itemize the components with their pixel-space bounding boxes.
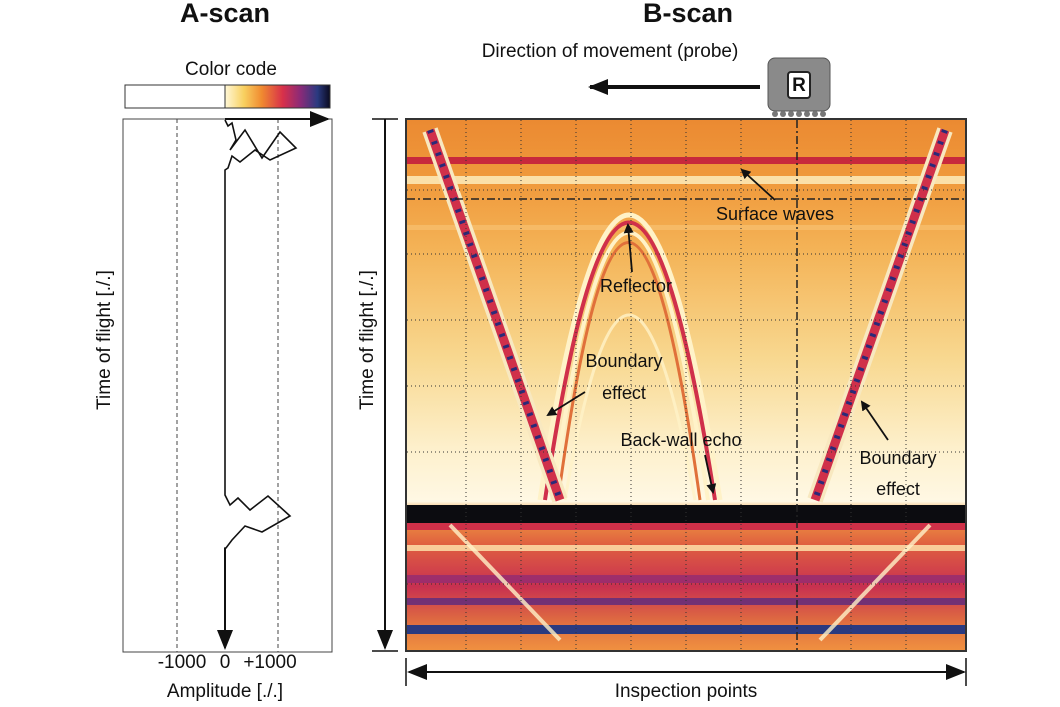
direction-label: Direction of movement (probe) [482, 41, 739, 62]
color-bar-blank [124, 84, 226, 109]
annotation: effect [876, 479, 920, 499]
a-scan-frame [122, 118, 333, 653]
annotation: Back-wall echo [620, 430, 741, 450]
annotation: Boundary [585, 351, 662, 371]
probe-label: R [792, 75, 806, 96]
x-axis-label: Inspection points [615, 681, 758, 702]
x-axis-label: Amplitude [./.] [167, 681, 283, 702]
annotation-arrow [546, 391, 586, 417]
annotation-arrow [860, 400, 889, 441]
a-scan-title: A-scan [180, 0, 270, 28]
b-scan-title: B-scan [643, 0, 733, 28]
annotation: Reflector [600, 276, 672, 296]
annotation: Boundary [859, 448, 936, 468]
annotation-arrow [704, 454, 717, 494]
annotation-arrow [623, 223, 634, 273]
b-scan-image [407, 120, 965, 650]
tick-label: +1000 [243, 652, 296, 673]
annotation: Surface waves [716, 204, 834, 224]
annotation: effect [602, 383, 646, 403]
probe-elements [772, 111, 826, 117]
tick-label: -1000 [158, 652, 207, 673]
tick-label: 0 [220, 652, 231, 673]
probe-badge [787, 71, 811, 99]
a-scan-signal [224, 119, 298, 646]
y-axis-label: Time of flight [./.] [357, 270, 378, 410]
y-axis-label: Time of flight [./.] [94, 270, 115, 410]
color-code-label: Color code [185, 59, 277, 80]
color-bar [224, 84, 331, 109]
b-scan-frame [405, 118, 967, 652]
annotation-arrow [740, 168, 776, 201]
